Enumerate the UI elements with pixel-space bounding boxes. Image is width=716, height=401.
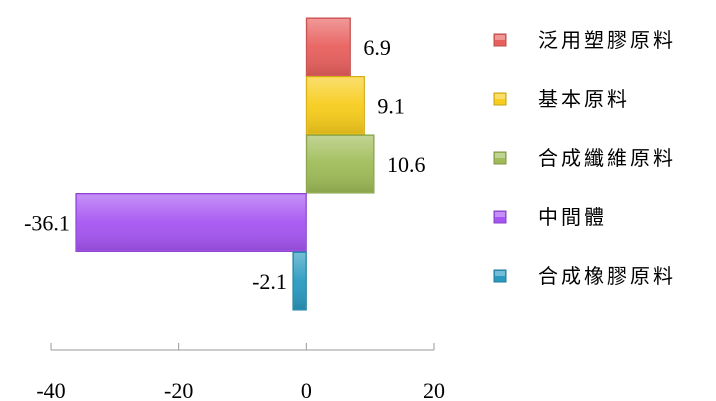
bar bbox=[75, 193, 307, 252]
data-label: 6.9 bbox=[363, 35, 391, 60]
bar bbox=[292, 251, 307, 311]
legend-label: 合成橡膠原料 bbox=[538, 265, 676, 288]
x-tick-label: 0 bbox=[301, 378, 312, 401]
legend-item: 合成橡膠原料 bbox=[493, 265, 676, 288]
x-tick-label: -40 bbox=[36, 378, 65, 401]
legend-swatch bbox=[493, 92, 507, 106]
legend-item: 基本原料 bbox=[493, 88, 630, 111]
legend-item: 中間體 bbox=[493, 206, 607, 229]
legend-item: 合成纖維原料 bbox=[493, 147, 676, 170]
legend-swatch bbox=[493, 33, 507, 47]
legend-label: 合成纖維原料 bbox=[538, 147, 676, 170]
x-tick-label: -20 bbox=[164, 378, 193, 401]
bar bbox=[305, 17, 351, 77]
legend-item: 泛用塑膠原料 bbox=[493, 29, 676, 52]
legend-label: 中間體 bbox=[538, 206, 607, 229]
data-label: -2.1 bbox=[252, 269, 287, 294]
legend-swatch bbox=[493, 269, 507, 283]
legend-label: 泛用塑膠原料 bbox=[538, 29, 676, 52]
data-labels-layer: 6.9 9.1 10.6 -36.1 -2.1 bbox=[24, 35, 425, 294]
legend-swatch bbox=[493, 210, 507, 224]
bars-layer bbox=[75, 17, 375, 311]
x-tick-label: 20 bbox=[423, 378, 445, 401]
data-label: 10.6 bbox=[387, 152, 426, 177]
bar bbox=[305, 134, 375, 194]
legend-swatch bbox=[493, 151, 507, 165]
data-label: 9.1 bbox=[377, 94, 405, 119]
legend-label: 基本原料 bbox=[538, 88, 630, 111]
x-axis: -40 -20 0 20 bbox=[36, 343, 445, 401]
data-label: -36.1 bbox=[24, 211, 70, 236]
bar bbox=[305, 76, 365, 135]
